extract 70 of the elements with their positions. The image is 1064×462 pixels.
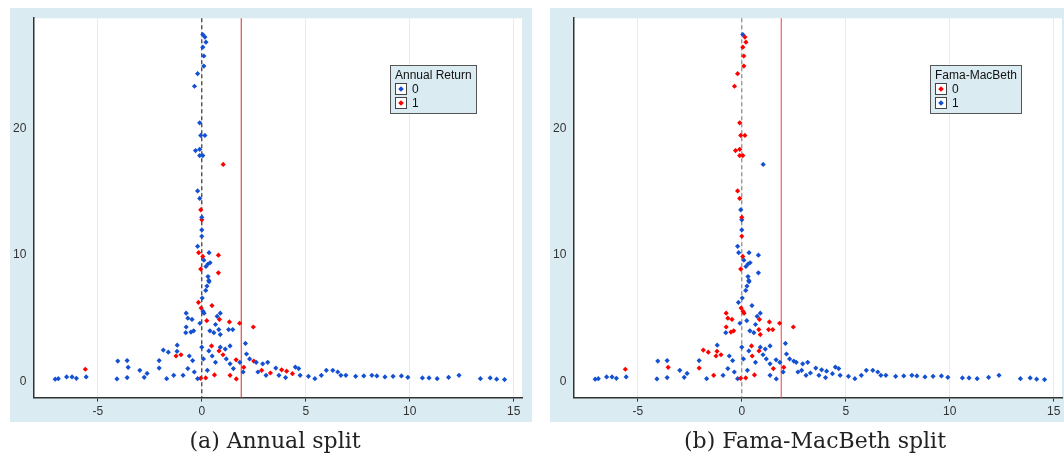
point — [209, 302, 215, 309]
point — [665, 364, 671, 370]
point — [226, 319, 233, 325]
point — [742, 132, 748, 139]
y-tick-label: 0 — [559, 373, 567, 388]
point — [711, 372, 717, 378]
point — [267, 370, 273, 376]
point — [216, 316, 223, 323]
x-tick-label: 10 — [943, 404, 957, 419]
legend-title: Fama-MacBeth — [935, 68, 1018, 82]
point — [284, 368, 290, 374]
text: (b) Fama-MacBeth split — [683, 428, 947, 453]
point — [211, 372, 218, 378]
legend-title: Annual Return — [395, 68, 472, 82]
point — [766, 319, 773, 325]
point — [204, 318, 210, 324]
point — [220, 161, 226, 168]
point — [737, 195, 743, 202]
point — [82, 366, 88, 372]
x-tick-label: 5 — [842, 404, 850, 419]
point — [751, 372, 758, 378]
point — [196, 250, 202, 256]
point — [737, 146, 743, 152]
point — [259, 367, 265, 373]
point — [241, 364, 247, 370]
point — [279, 367, 285, 373]
point — [731, 83, 738, 89]
point — [200, 253, 206, 260]
point — [756, 316, 763, 323]
point — [215, 252, 222, 258]
point — [237, 320, 243, 326]
y-tick-label: 10 — [552, 247, 567, 262]
legend-label: 0 — [412, 82, 419, 96]
y-tick-label: 20 — [12, 121, 27, 136]
point — [732, 147, 739, 154]
x-tick-label: 0 — [738, 404, 746, 419]
point — [757, 331, 763, 338]
x-tick-label: 5 — [302, 404, 310, 419]
point — [195, 299, 202, 306]
x-tick-label: 15 — [507, 404, 521, 419]
point — [739, 233, 745, 239]
legend-label: 1 — [412, 96, 419, 110]
legend-label: 0 — [952, 82, 959, 96]
point — [622, 366, 628, 372]
point — [781, 364, 787, 370]
point — [740, 253, 746, 260]
x-tick-label: 10 — [403, 404, 417, 419]
x-tick-label: -5 — [92, 404, 104, 419]
point — [215, 270, 222, 276]
point — [737, 120, 743, 126]
point — [705, 349, 711, 355]
point — [735, 71, 741, 77]
point — [735, 188, 741, 194]
point — [756, 326, 762, 333]
x-tick-label: 0 — [198, 404, 206, 419]
point — [770, 366, 776, 372]
y-tick-label: 20 — [552, 121, 567, 136]
point — [777, 320, 783, 326]
point — [289, 371, 296, 377]
x-tick-label: 15 — [1047, 404, 1061, 419]
point — [729, 316, 735, 323]
y-tick-label: 10 — [12, 247, 27, 262]
point — [198, 207, 204, 213]
x-tick-label: -5 — [632, 404, 644, 419]
point — [748, 343, 755, 349]
point — [770, 326, 776, 333]
legend-label: 1 — [952, 96, 959, 110]
text: (a) Annual split — [188, 428, 362, 453]
point — [208, 343, 215, 349]
y-tick-label: 0 — [19, 373, 27, 388]
